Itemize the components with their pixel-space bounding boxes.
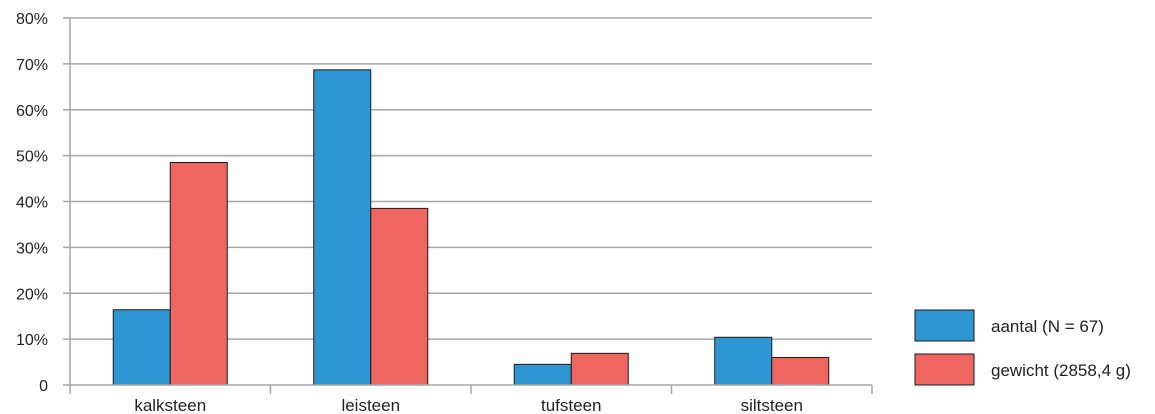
y-tick-label: 0 [39, 378, 48, 395]
y-tick-label: 10% [16, 332, 48, 349]
bar-gewicht-siltsteen [771, 356, 830, 386]
y-tick-label: 50% [16, 149, 48, 166]
y-axis-ticks: 0 10% 20% 30% 40% 50% 60% 70% 80% [16, 11, 70, 395]
x-category-label: siltsteen [741, 396, 803, 414]
y-tick-label: 60% [16, 103, 48, 120]
y-tick-label: 80% [16, 11, 48, 28]
legend-label: gewicht (2858,4 g) [991, 361, 1131, 380]
bar-gewicht-kalksteen [169, 162, 228, 386]
legend-swatch [914, 353, 975, 386]
x-category-label: tufsteen [541, 396, 602, 414]
legend: aantal (N = 67) gewicht (2858,4 g) [914, 309, 1131, 386]
bar-aantal-siltsteen [714, 336, 773, 386]
x-category-label: kalksteen [134, 396, 206, 414]
y-tick-label: 30% [16, 240, 48, 257]
bar-aantal-leisteen [313, 69, 372, 386]
bar-aantal-tufsteen [513, 363, 572, 386]
x-category-label: leisteen [341, 396, 400, 414]
y-tick-label: 20% [16, 286, 48, 303]
legend-label: aantal (N = 67) [991, 317, 1104, 336]
bar-gewicht-leisteen [370, 207, 429, 386]
bar-gewicht-tufsteen [570, 352, 629, 386]
legend-swatch [914, 309, 975, 342]
y-tick-label: 70% [16, 57, 48, 74]
x-axis: kalksteen leisteen tufsteen siltsteen [69, 18, 873, 414]
bars [112, 69, 830, 386]
bar-aantal-kalksteen [112, 309, 171, 386]
y-tick-label: 40% [16, 195, 48, 212]
